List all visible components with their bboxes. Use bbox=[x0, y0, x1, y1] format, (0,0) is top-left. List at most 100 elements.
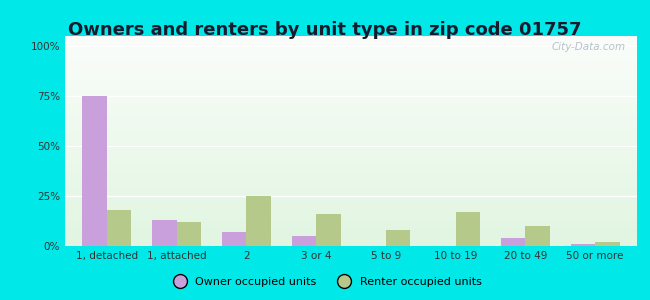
Bar bbox=[65, 131, 637, 133]
Bar bbox=[65, 44, 637, 46]
Bar bbox=[65, 43, 637, 44]
Bar bbox=[65, 152, 637, 154]
Bar bbox=[65, 172, 637, 173]
Bar bbox=[65, 170, 637, 172]
Bar bbox=[65, 107, 637, 109]
Bar bbox=[65, 84, 637, 85]
Bar bbox=[65, 156, 637, 158]
Bar bbox=[65, 175, 637, 176]
Bar bbox=[292, 236, 316, 246]
Bar bbox=[65, 53, 637, 54]
Bar bbox=[65, 138, 637, 140]
Bar bbox=[65, 201, 637, 202]
Bar bbox=[65, 228, 637, 229]
Bar bbox=[65, 133, 637, 134]
Bar bbox=[65, 148, 637, 149]
Bar bbox=[65, 49, 637, 50]
Bar bbox=[65, 179, 637, 180]
Bar bbox=[65, 229, 637, 231]
Bar bbox=[222, 232, 246, 246]
Bar bbox=[65, 117, 637, 119]
Bar bbox=[65, 160, 637, 162]
Bar bbox=[65, 182, 637, 183]
Bar bbox=[65, 206, 637, 207]
Bar bbox=[65, 214, 637, 215]
Bar bbox=[65, 123, 637, 124]
Bar bbox=[65, 166, 637, 168]
Bar bbox=[65, 70, 637, 71]
Bar bbox=[386, 230, 410, 246]
Bar bbox=[65, 218, 637, 219]
Bar bbox=[65, 198, 637, 200]
Bar bbox=[65, 76, 637, 78]
Bar bbox=[65, 81, 637, 82]
Bar bbox=[65, 50, 637, 51]
Bar bbox=[595, 242, 619, 246]
Bar bbox=[65, 51, 637, 53]
Bar bbox=[65, 222, 637, 224]
Legend: Owner occupied units, Renter occupied units: Owner occupied units, Renter occupied un… bbox=[164, 273, 486, 291]
Bar bbox=[65, 177, 637, 179]
Bar bbox=[65, 207, 637, 208]
Bar bbox=[65, 120, 637, 122]
Bar bbox=[83, 96, 107, 246]
Bar bbox=[65, 145, 637, 147]
Bar bbox=[65, 191, 637, 193]
Bar bbox=[65, 189, 637, 190]
Bar bbox=[316, 214, 341, 246]
Bar bbox=[65, 238, 637, 239]
Bar bbox=[65, 85, 637, 86]
Bar bbox=[65, 65, 637, 67]
Bar bbox=[65, 134, 637, 135]
Bar bbox=[65, 193, 637, 194]
Bar bbox=[65, 184, 637, 186]
Bar bbox=[65, 63, 637, 64]
Bar bbox=[65, 86, 637, 88]
Bar bbox=[65, 72, 637, 74]
Bar bbox=[65, 187, 637, 189]
Bar bbox=[65, 235, 637, 236]
Bar bbox=[65, 42, 637, 43]
Bar bbox=[65, 114, 637, 116]
Bar bbox=[65, 180, 637, 181]
Bar bbox=[65, 56, 637, 57]
Bar bbox=[65, 140, 637, 141]
Bar bbox=[65, 165, 637, 166]
Bar bbox=[65, 204, 637, 206]
Bar bbox=[65, 225, 637, 226]
Bar bbox=[65, 110, 637, 112]
Bar bbox=[65, 124, 637, 126]
Bar bbox=[65, 74, 637, 75]
Bar bbox=[65, 39, 637, 40]
Bar bbox=[65, 232, 637, 233]
Bar bbox=[65, 240, 637, 242]
Bar bbox=[65, 95, 637, 96]
Bar bbox=[65, 57, 637, 58]
Bar bbox=[65, 106, 637, 107]
Bar bbox=[65, 158, 637, 159]
Bar bbox=[65, 162, 637, 164]
Bar bbox=[65, 231, 637, 232]
Bar bbox=[65, 82, 637, 84]
Text: Owners and renters by unit type in zip code 01757: Owners and renters by unit type in zip c… bbox=[68, 21, 582, 39]
Bar bbox=[65, 80, 637, 81]
Bar bbox=[456, 212, 480, 246]
Bar bbox=[65, 144, 637, 145]
Bar bbox=[65, 190, 637, 191]
Bar bbox=[65, 219, 637, 221]
Bar bbox=[65, 102, 637, 103]
Bar bbox=[65, 58, 637, 60]
Bar bbox=[65, 68, 637, 70]
Bar bbox=[65, 75, 637, 76]
Bar bbox=[65, 93, 637, 95]
Bar bbox=[152, 220, 177, 246]
Bar bbox=[65, 202, 637, 204]
Bar bbox=[65, 92, 637, 93]
Bar bbox=[65, 155, 637, 156]
Bar bbox=[65, 46, 637, 47]
Bar bbox=[65, 112, 637, 113]
Bar bbox=[65, 128, 637, 130]
Bar bbox=[65, 151, 637, 152]
Bar bbox=[65, 141, 637, 142]
Bar bbox=[65, 168, 637, 169]
